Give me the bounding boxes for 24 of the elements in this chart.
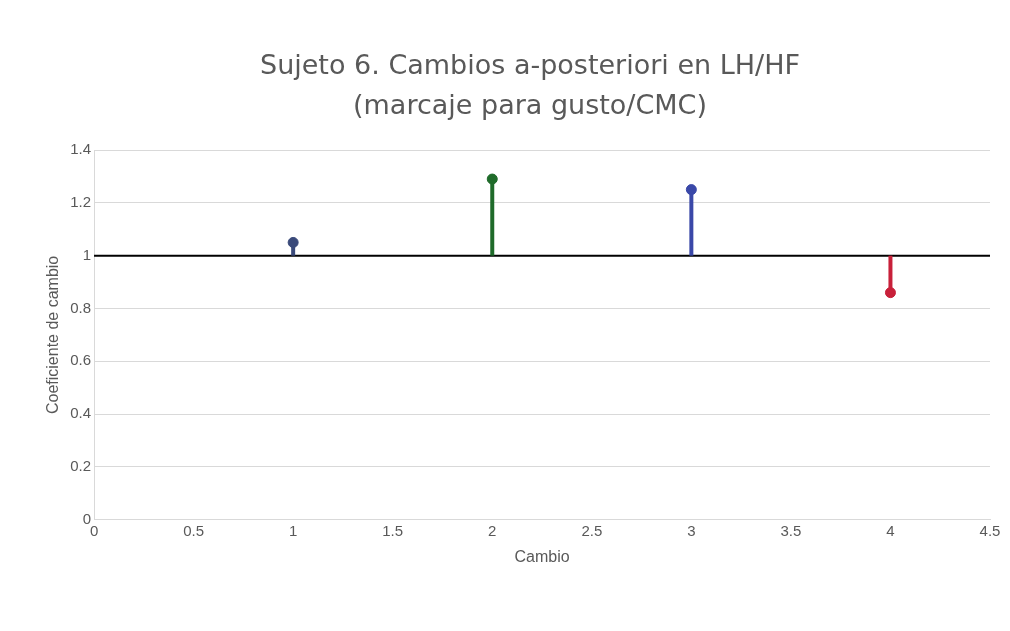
point	[884, 287, 896, 299]
y-tick-label: 0.4	[70, 404, 92, 422]
x-tick-label: 3.5	[780, 521, 802, 539]
point	[486, 173, 498, 185]
y-tick-label: 0.2	[70, 457, 92, 475]
y-tick-label: 1.2	[70, 192, 92, 210]
chart-title: Sujeto 6. Cambios a-posteriori en LH/HF (marcaje para gusto/CMC)	[259, 48, 801, 122]
y-tick-label: 0	[82, 509, 92, 527]
point	[287, 236, 299, 248]
x-tick-label: 1	[288, 521, 298, 539]
y-tick-label: 0.8	[70, 298, 92, 316]
x-tick-label: 1.5	[382, 521, 404, 539]
x-tick-label: 4.5	[979, 521, 1001, 539]
x-tick-label: 3	[687, 521, 696, 539]
y-tick-label: 1	[82, 245, 92, 263]
x-tick-label: 2.5	[581, 521, 603, 539]
x-tick-label: 2	[488, 521, 497, 539]
x-tick-label: 4	[886, 521, 895, 539]
point	[685, 184, 697, 196]
x-axis-title: Cambio	[514, 547, 570, 565]
y-axis-title: Coeficiente de cambio	[44, 255, 62, 415]
y-tick-label: 0.6	[70, 351, 92, 369]
y-tick-label: 1.4	[70, 140, 92, 158]
x-tick-label: 0.5	[183, 521, 205, 539]
